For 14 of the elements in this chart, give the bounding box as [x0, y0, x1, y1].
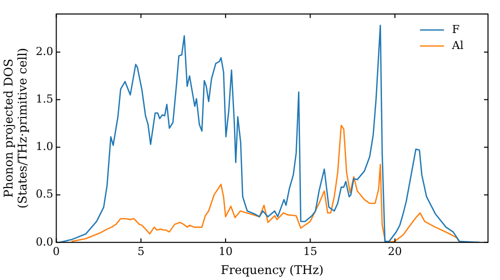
y-axis-title: Phonon projected DOS (States/THz·primitive cell) — [1, 48, 30, 209]
x-tick-label: 10 — [218, 244, 233, 258]
y-tick-label: 2.0 — [36, 44, 54, 58]
y-tick-label: 1.5 — [36, 92, 54, 106]
x-tick-label: 20 — [388, 244, 402, 258]
y-tick-label: 0.5 — [36, 188, 54, 201]
x-axis-title: Frequency (THz) — [220, 262, 324, 277]
legend-label: Al — [451, 38, 464, 52]
y-tick-label: 0.0 — [36, 235, 54, 248]
x-tick-label: 15 — [303, 244, 318, 258]
legend-label: F — [452, 22, 460, 36]
x-tick-label: 0 — [52, 244, 60, 258]
x-tick-label: 5 — [137, 244, 144, 258]
y-tick-label: 1.0 — [36, 140, 54, 154]
